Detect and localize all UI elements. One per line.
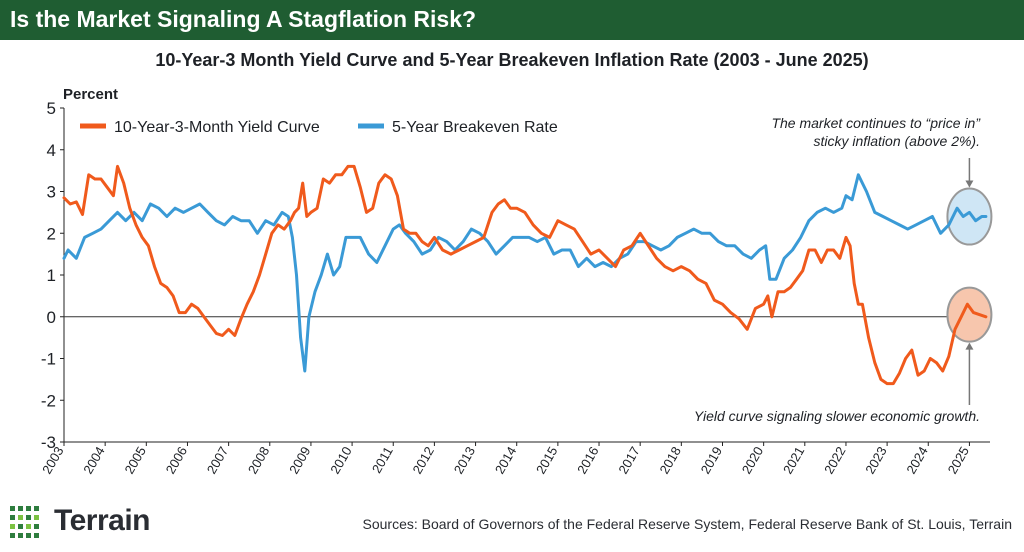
- x-tick-label: 2017: [615, 444, 642, 477]
- x-tick-label: 2020: [739, 444, 766, 477]
- yield-arrow-head: [965, 342, 974, 350]
- x-tick-label: 2004: [80, 444, 107, 477]
- breakeven-arrow-head: [965, 180, 974, 188]
- x-tick-label: 2014: [492, 444, 519, 477]
- source-note: Sources: Board of Governors of the Feder…: [362, 516, 1013, 532]
- annotation-breakeven-line1: The market continues to “price in”: [771, 115, 980, 131]
- x-tick-label: 2010: [327, 444, 354, 477]
- x-tick-label: 2006: [163, 444, 190, 477]
- series-line-breakeven: [62, 173, 988, 373]
- chart-title: 10-Year-3 Month Yield Curve and 5-Year B…: [155, 50, 869, 70]
- legend-label-breakeven: 5-Year Breakeven Rate: [392, 119, 558, 136]
- x-tick-label: 2008: [245, 444, 272, 477]
- y-tick-label: 4: [47, 141, 56, 160]
- x-tick-label: 2009: [286, 444, 313, 477]
- x-tick-label: 2018: [656, 444, 683, 477]
- title-banner: Is the Market Signaling A Stagflation Ri…: [0, 0, 1024, 40]
- annotation-yield-line1: Yield curve signaling slower economic gr…: [693, 408, 980, 424]
- terrain-logo: Terrain: [10, 502, 210, 542]
- y-tick-label: 0: [47, 308, 56, 327]
- y-tick-label: -1: [41, 350, 56, 369]
- series-line-yield-curve: [62, 164, 988, 386]
- x-tick-label: 2019: [698, 444, 725, 477]
- logo-text: Terrain: [54, 504, 150, 537]
- x-tick-label: 2023: [862, 444, 889, 477]
- annotation-yield: Yield curve signaling slower economic gr…: [694, 408, 980, 424]
- y-tick-label: 5: [47, 99, 56, 118]
- y-tick-label: 2: [47, 224, 56, 243]
- x-tick-label: 2016: [574, 444, 601, 477]
- x-tick-label: 2012: [410, 444, 437, 477]
- y-tick-label: 1: [47, 266, 56, 285]
- x-tick-label: 2025: [945, 444, 972, 477]
- y-tick-label: -2: [41, 391, 56, 410]
- y-tick-label: 3: [47, 183, 56, 202]
- x-tick-label: 2007: [204, 444, 231, 477]
- x-tick-label: 2021: [780, 444, 807, 477]
- x-tick-label: 2022: [821, 444, 848, 477]
- yield-highlight-circle: [946, 286, 993, 343]
- y-axis-label: Percent: [63, 86, 119, 103]
- x-tick-label: 2011: [369, 444, 396, 476]
- x-tick-label: 2013: [451, 444, 478, 477]
- breakeven-highlight-circle: [946, 187, 993, 246]
- x-tick-label: 2005: [121, 444, 148, 477]
- y-tick-label: -3: [41, 433, 56, 452]
- banner-title: Is the Market Signaling A Stagflation Ri…: [10, 6, 477, 32]
- x-tick-label: 2024: [903, 444, 930, 477]
- x-tick-label: 2015: [533, 444, 560, 477]
- annotation-breakeven-line2: sticky inflation (above 2%).: [813, 133, 980, 149]
- annotation-breakeven: The market continues to “price in” stick…: [771, 114, 980, 150]
- legend-label-yield: 10-Year-3-Month Yield Curve: [114, 119, 320, 136]
- terrain-logo-icon: [10, 506, 39, 538]
